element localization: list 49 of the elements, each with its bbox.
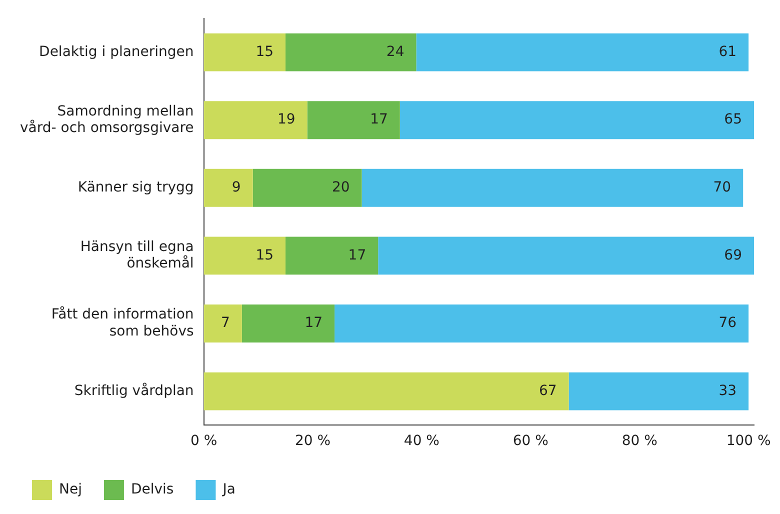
bar bbox=[416, 33, 749, 72]
data-label: 70 bbox=[713, 180, 732, 196]
legend-label: Nej bbox=[59, 482, 82, 498]
x-tick-label: 80 % bbox=[622, 433, 658, 450]
legend-label: Ja bbox=[222, 482, 236, 498]
data-label: 20 bbox=[332, 180, 350, 196]
data-label: 7 bbox=[221, 315, 230, 332]
bar bbox=[204, 101, 308, 140]
bar bbox=[400, 101, 754, 140]
y-tick-label: Fått den information som behövs bbox=[51, 306, 194, 340]
bar bbox=[242, 304, 335, 342]
data-label: 15 bbox=[256, 247, 274, 264]
bar bbox=[362, 168, 744, 207]
y-tick-label: Känner sig trygg bbox=[78, 180, 194, 196]
bar bbox=[378, 236, 754, 275]
bar bbox=[204, 33, 286, 72]
x-tick-label: 100 % bbox=[726, 433, 771, 450]
y-tick-label: Skriftlig vårdplan bbox=[74, 382, 194, 399]
y-tick-label: Hänsyn till egna önskemål bbox=[80, 238, 194, 272]
data-label: 17 bbox=[370, 112, 388, 128]
bar bbox=[286, 236, 378, 275]
data-label: 9 bbox=[232, 180, 241, 196]
data-label: 24 bbox=[386, 44, 404, 60]
data-label: 69 bbox=[724, 247, 742, 264]
data-label: 15 bbox=[256, 44, 274, 60]
bar bbox=[334, 304, 749, 342]
bar bbox=[252, 168, 362, 207]
bar bbox=[286, 33, 416, 72]
data-label: 17 bbox=[304, 315, 323, 332]
data-label: 67 bbox=[538, 382, 557, 399]
bar bbox=[307, 101, 400, 140]
legend-label: Delvis bbox=[130, 482, 174, 498]
x-tick-label: 0 % bbox=[190, 433, 218, 450]
data-label: 61 bbox=[718, 44, 737, 60]
bar bbox=[204, 168, 253, 207]
data-label: 19 bbox=[277, 112, 296, 128]
x-tick-label: 40 % bbox=[404, 433, 440, 450]
bar bbox=[204, 372, 569, 410]
y-tick-label: Delaktig i planeringen bbox=[39, 44, 194, 60]
bar bbox=[204, 236, 286, 275]
data-label: 17 bbox=[348, 247, 366, 264]
data-label: 33 bbox=[718, 382, 737, 399]
x-tick-label: 60 % bbox=[512, 433, 548, 450]
data-label: 76 bbox=[718, 315, 737, 332]
bar bbox=[204, 304, 242, 342]
y-tick-label: Samordning mellan vård- och omsorgsgivare bbox=[20, 103, 194, 136]
data-label: 65 bbox=[724, 112, 742, 128]
bar bbox=[568, 372, 749, 410]
x-tick-label: 20 % bbox=[294, 433, 331, 450]
